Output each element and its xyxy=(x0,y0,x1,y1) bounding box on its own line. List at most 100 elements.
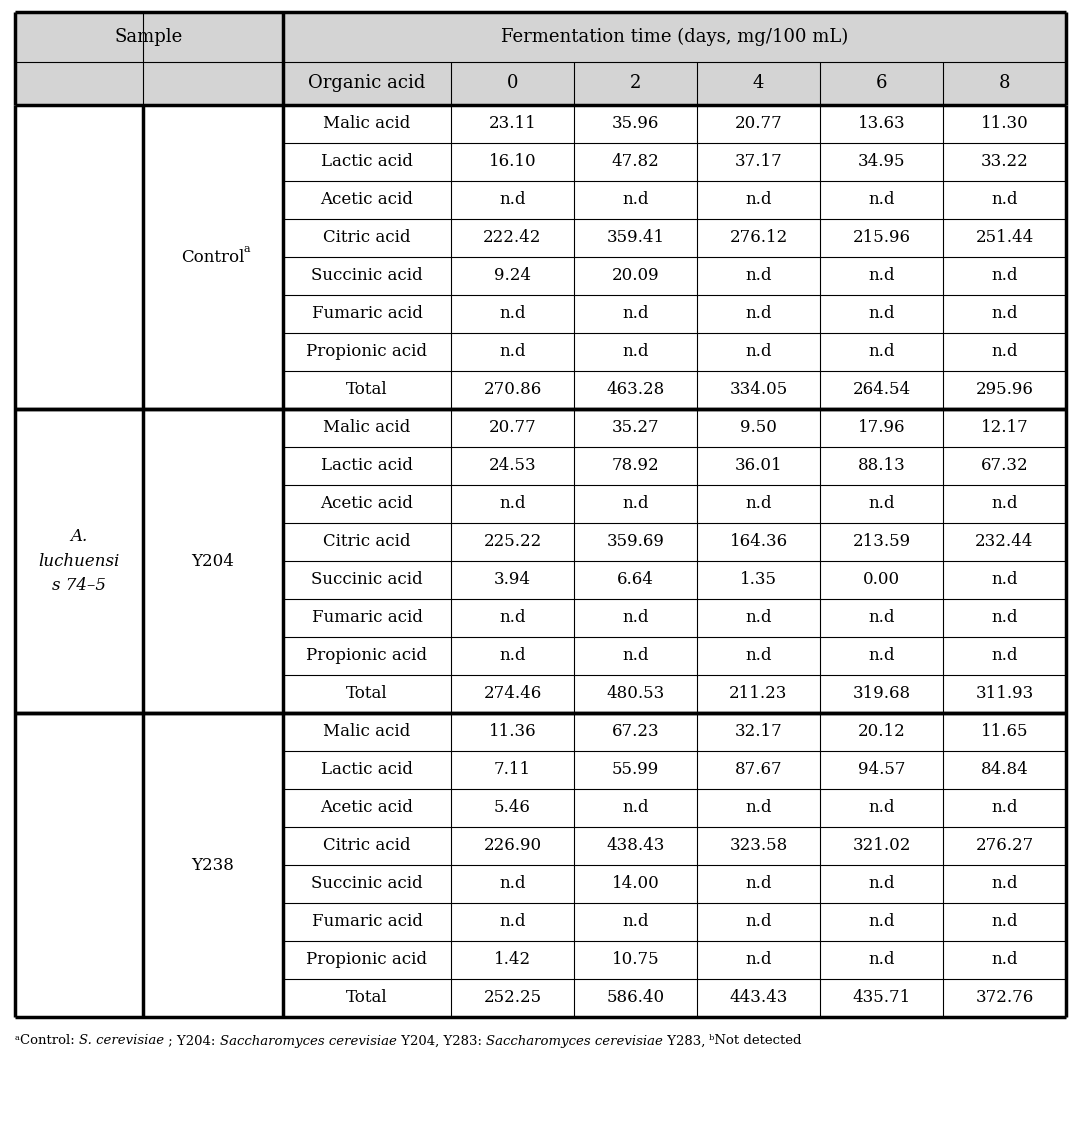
Text: 87.67: 87.67 xyxy=(735,762,783,779)
Text: 47.82: 47.82 xyxy=(612,153,659,170)
Text: 94.57: 94.57 xyxy=(857,762,905,779)
Text: 88.13: 88.13 xyxy=(857,458,906,474)
Text: Lactic acid: Lactic acid xyxy=(321,458,413,474)
Text: Succinic acid: Succinic acid xyxy=(311,267,423,284)
Text: Organic acid: Organic acid xyxy=(308,74,426,93)
Text: n.d: n.d xyxy=(745,496,772,513)
Text: 164.36: 164.36 xyxy=(730,533,788,550)
Text: 24.53: 24.53 xyxy=(489,458,536,474)
Text: 36.01: 36.01 xyxy=(735,458,783,474)
Text: 295.96: 295.96 xyxy=(975,381,1033,399)
Text: 586.40: 586.40 xyxy=(606,989,665,1006)
Text: Malic acid: Malic acid xyxy=(323,115,411,132)
Text: n.d: n.d xyxy=(623,799,649,817)
Text: n.d: n.d xyxy=(991,951,1017,968)
Text: n.d: n.d xyxy=(991,192,1017,209)
Bar xyxy=(15,409,1066,713)
Text: 311.93: 311.93 xyxy=(975,685,1033,702)
Text: 435.71: 435.71 xyxy=(853,989,910,1006)
Text: 11.30: 11.30 xyxy=(980,115,1028,132)
Text: 14.00: 14.00 xyxy=(612,876,659,893)
Text: n.d: n.d xyxy=(991,344,1017,361)
Text: n.d: n.d xyxy=(991,914,1017,931)
Text: 11.36: 11.36 xyxy=(489,724,536,740)
Text: 33.22: 33.22 xyxy=(980,153,1028,170)
Text: 276.27: 276.27 xyxy=(975,837,1033,854)
Bar xyxy=(15,105,1066,409)
Text: 2: 2 xyxy=(630,74,641,93)
Text: 8: 8 xyxy=(999,74,1011,93)
Text: Acetic acid: Acetic acid xyxy=(321,192,413,209)
Text: n.d: n.d xyxy=(745,876,772,893)
Text: 20.77: 20.77 xyxy=(489,419,536,436)
Text: 7.11: 7.11 xyxy=(494,762,531,779)
Text: 35.27: 35.27 xyxy=(612,419,659,436)
Text: n.d: n.d xyxy=(623,610,649,627)
Text: 55.99: 55.99 xyxy=(612,762,659,779)
Text: Citric acid: Citric acid xyxy=(323,533,411,550)
Text: Succinic acid: Succinic acid xyxy=(311,876,423,893)
Text: n.d: n.d xyxy=(745,610,772,627)
Text: 270.86: 270.86 xyxy=(483,381,542,399)
Text: 67.32: 67.32 xyxy=(980,458,1028,474)
Text: n.d: n.d xyxy=(868,267,895,284)
Text: 10.75: 10.75 xyxy=(612,951,659,968)
Text: n.d: n.d xyxy=(623,914,649,931)
Text: a: a xyxy=(243,244,250,254)
Text: Sample: Sample xyxy=(115,29,183,46)
Text: ᵃControl:: ᵃControl: xyxy=(15,1035,79,1047)
Text: n.d: n.d xyxy=(991,799,1017,817)
Text: 9.24: 9.24 xyxy=(494,267,531,284)
Bar xyxy=(283,62,451,105)
Text: 20.09: 20.09 xyxy=(612,267,659,284)
Text: n.d: n.d xyxy=(745,648,772,665)
Text: n.d: n.d xyxy=(868,648,895,665)
Text: 438.43: 438.43 xyxy=(606,837,665,854)
Text: 0: 0 xyxy=(507,74,518,93)
Text: n.d: n.d xyxy=(868,799,895,817)
Text: Fumaric acid: Fumaric acid xyxy=(311,306,423,322)
Text: 1.35: 1.35 xyxy=(740,571,777,588)
Text: n.d: n.d xyxy=(499,192,525,209)
Text: n.d: n.d xyxy=(499,610,525,627)
Text: 20.12: 20.12 xyxy=(857,724,906,740)
Text: 9.50: 9.50 xyxy=(740,419,777,436)
Text: Fumaric acid: Fumaric acid xyxy=(311,914,423,931)
Text: n.d: n.d xyxy=(868,344,895,361)
Text: Total: Total xyxy=(346,989,388,1006)
Text: n.d: n.d xyxy=(745,267,772,284)
Text: Control: Control xyxy=(182,249,244,265)
Text: n.d: n.d xyxy=(745,799,772,817)
Text: 67.23: 67.23 xyxy=(612,724,659,740)
Text: 5.46: 5.46 xyxy=(494,799,531,817)
Text: Lactic acid: Lactic acid xyxy=(321,762,413,779)
Text: n.d: n.d xyxy=(991,648,1017,665)
Text: Acetic acid: Acetic acid xyxy=(321,799,413,817)
Text: n.d: n.d xyxy=(623,496,649,513)
Text: 334.05: 334.05 xyxy=(730,381,788,399)
Text: 232.44: 232.44 xyxy=(975,533,1033,550)
Text: 251.44: 251.44 xyxy=(975,230,1033,247)
Text: Malic acid: Malic acid xyxy=(323,419,411,436)
Text: 226.90: 226.90 xyxy=(483,837,542,854)
Text: 20.77: 20.77 xyxy=(735,115,783,132)
Text: n.d: n.d xyxy=(868,876,895,893)
Text: n.d: n.d xyxy=(991,267,1017,284)
Bar xyxy=(820,62,943,105)
Text: Saccharomyces cerevisiae: Saccharomyces cerevisiae xyxy=(485,1035,663,1047)
Text: n.d: n.d xyxy=(745,951,772,968)
Text: 213.59: 213.59 xyxy=(853,533,910,550)
Text: Lactic acid: Lactic acid xyxy=(321,153,413,170)
Text: n.d: n.d xyxy=(499,306,525,322)
Text: Propionic acid: Propionic acid xyxy=(307,951,427,968)
Text: n.d: n.d xyxy=(623,648,649,665)
Text: Y204, Y283:: Y204, Y283: xyxy=(397,1035,485,1047)
Text: ; Y204:: ; Y204: xyxy=(164,1035,219,1047)
Text: n.d: n.d xyxy=(745,192,772,209)
Text: Total: Total xyxy=(346,685,388,702)
Text: 480.53: 480.53 xyxy=(606,685,665,702)
Bar xyxy=(15,13,283,62)
Text: 6.64: 6.64 xyxy=(617,571,654,588)
Text: n.d: n.d xyxy=(868,610,895,627)
Text: 1.42: 1.42 xyxy=(494,951,531,968)
